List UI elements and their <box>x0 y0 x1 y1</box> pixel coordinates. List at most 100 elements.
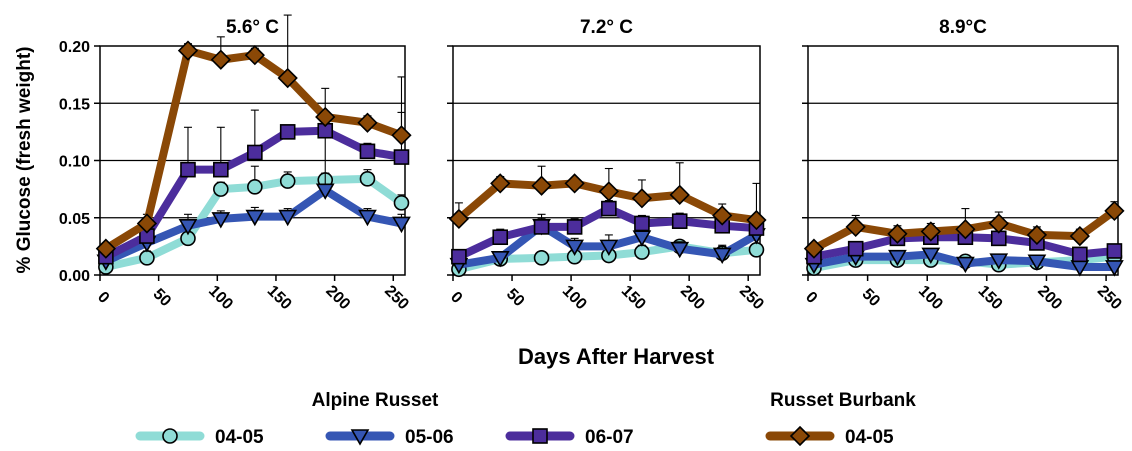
panel-2: 7.2° C 0 50 100 150 200 250 <box>447 17 767 313</box>
data-point <box>210 49 231 70</box>
data-point <box>566 219 583 235</box>
data-point <box>533 219 550 235</box>
legend-marker <box>789 425 811 447</box>
data-point <box>177 40 199 61</box>
x-tick-label: 200 <box>677 282 708 313</box>
x-tick-label: 150 <box>975 282 1006 313</box>
data-point <box>315 183 335 200</box>
data-point <box>1072 246 1088 263</box>
data-point <box>671 213 688 229</box>
x-tick-label: 100 <box>205 282 236 313</box>
x-tick-label: 200 <box>322 282 353 313</box>
data-point <box>1105 260 1124 277</box>
data-point <box>244 45 265 66</box>
data-point <box>136 213 158 234</box>
x-tick-label: 0 <box>802 289 820 307</box>
data-point <box>921 247 941 265</box>
legend-entry: 04-05 <box>135 427 264 448</box>
panels-layer: 5.6° C 0.00 0.05 0.10 0.15 0.20 0 50 100 150 200 25… <box>59 14 1125 313</box>
legend-marker <box>532 428 548 444</box>
data-point <box>712 247 732 265</box>
data-point <box>1026 224 1048 246</box>
x-tick-label: 0 <box>94 289 112 307</box>
legend-marker <box>350 429 370 446</box>
legend: Alpine Russet Russet Burbank 04-05 05-06 06-… <box>135 390 916 448</box>
data-point <box>1106 243 1123 259</box>
legend-entry: 04-05 <box>765 425 894 448</box>
data-point <box>955 219 976 240</box>
data-point <box>634 244 650 260</box>
data-point <box>988 213 1009 234</box>
x-tick-label: 250 <box>736 282 767 313</box>
data-point <box>1027 254 1047 271</box>
data-point <box>490 173 511 194</box>
data-point <box>279 173 296 189</box>
data-point <box>391 125 412 146</box>
x-tick-label: 200 <box>1034 282 1065 313</box>
data-point <box>989 253 1009 270</box>
data-point <box>359 143 376 160</box>
data-point <box>211 212 231 229</box>
data-point <box>277 67 298 89</box>
legend-marker <box>162 428 178 444</box>
y-tick-label: 0.15 <box>59 96 90 113</box>
series-4 <box>95 14 412 259</box>
data-point <box>279 124 296 140</box>
data-point <box>393 195 410 211</box>
data-point <box>247 179 263 195</box>
series-4 <box>803 200 1125 259</box>
data-point <box>845 216 866 238</box>
series-2 <box>804 247 1124 277</box>
panel-title: 7.2° C <box>580 17 633 38</box>
data-point <box>1069 225 1090 247</box>
data-point <box>631 188 653 209</box>
data-point <box>492 229 509 246</box>
y-axis-label: % Glucose (fresh weight) <box>14 47 35 274</box>
data-point <box>315 106 336 128</box>
panel-3: 8.9°C 0 50 100 150 200 250 <box>802 17 1125 313</box>
data-point <box>564 173 585 194</box>
data-point <box>1104 200 1125 222</box>
legend-entry: 06-07 <box>505 427 634 448</box>
x-tick-label: 50 <box>858 286 883 311</box>
x-tick-label: 100 <box>915 282 946 313</box>
data-point <box>531 175 552 196</box>
data-point <box>448 208 470 230</box>
data-point <box>139 250 155 266</box>
data-point <box>746 209 767 231</box>
x-tick-label: 150 <box>264 282 295 313</box>
data-point <box>847 240 864 257</box>
data-point <box>599 239 619 256</box>
data-point <box>669 184 690 205</box>
data-point <box>598 181 619 202</box>
data-point <box>634 215 650 232</box>
y-tick-label: 0.00 <box>59 268 90 285</box>
data-point <box>359 171 376 187</box>
data-point <box>178 218 198 236</box>
data-point <box>920 221 941 242</box>
panel-1: 5.6° C 0.00 0.05 0.10 0.15 0.20 0 50 100 150 200 25… <box>59 14 412 313</box>
data-point <box>712 205 733 226</box>
legend-label: 06-07 <box>585 427 634 446</box>
y-tick-label: 0.10 <box>59 154 90 171</box>
data-point <box>490 251 510 268</box>
data-point <box>357 112 378 133</box>
data-point <box>278 209 298 227</box>
y-tick-label: 0.20 <box>59 39 90 56</box>
x-tick-label: 50 <box>150 286 175 311</box>
data-point <box>601 200 617 217</box>
data-point <box>245 209 265 227</box>
x-tick-label: 150 <box>618 282 649 313</box>
data-point <box>213 181 229 197</box>
panel-title: 8.9°C <box>939 17 987 38</box>
data-point <box>887 223 908 244</box>
series-1 <box>98 165 410 275</box>
x-axis-label: Days After Harvest <box>518 344 715 369</box>
data-point <box>213 161 229 178</box>
series-4 <box>448 162 767 231</box>
data-point <box>95 238 116 259</box>
data-point <box>393 149 410 165</box>
data-point <box>247 144 263 161</box>
